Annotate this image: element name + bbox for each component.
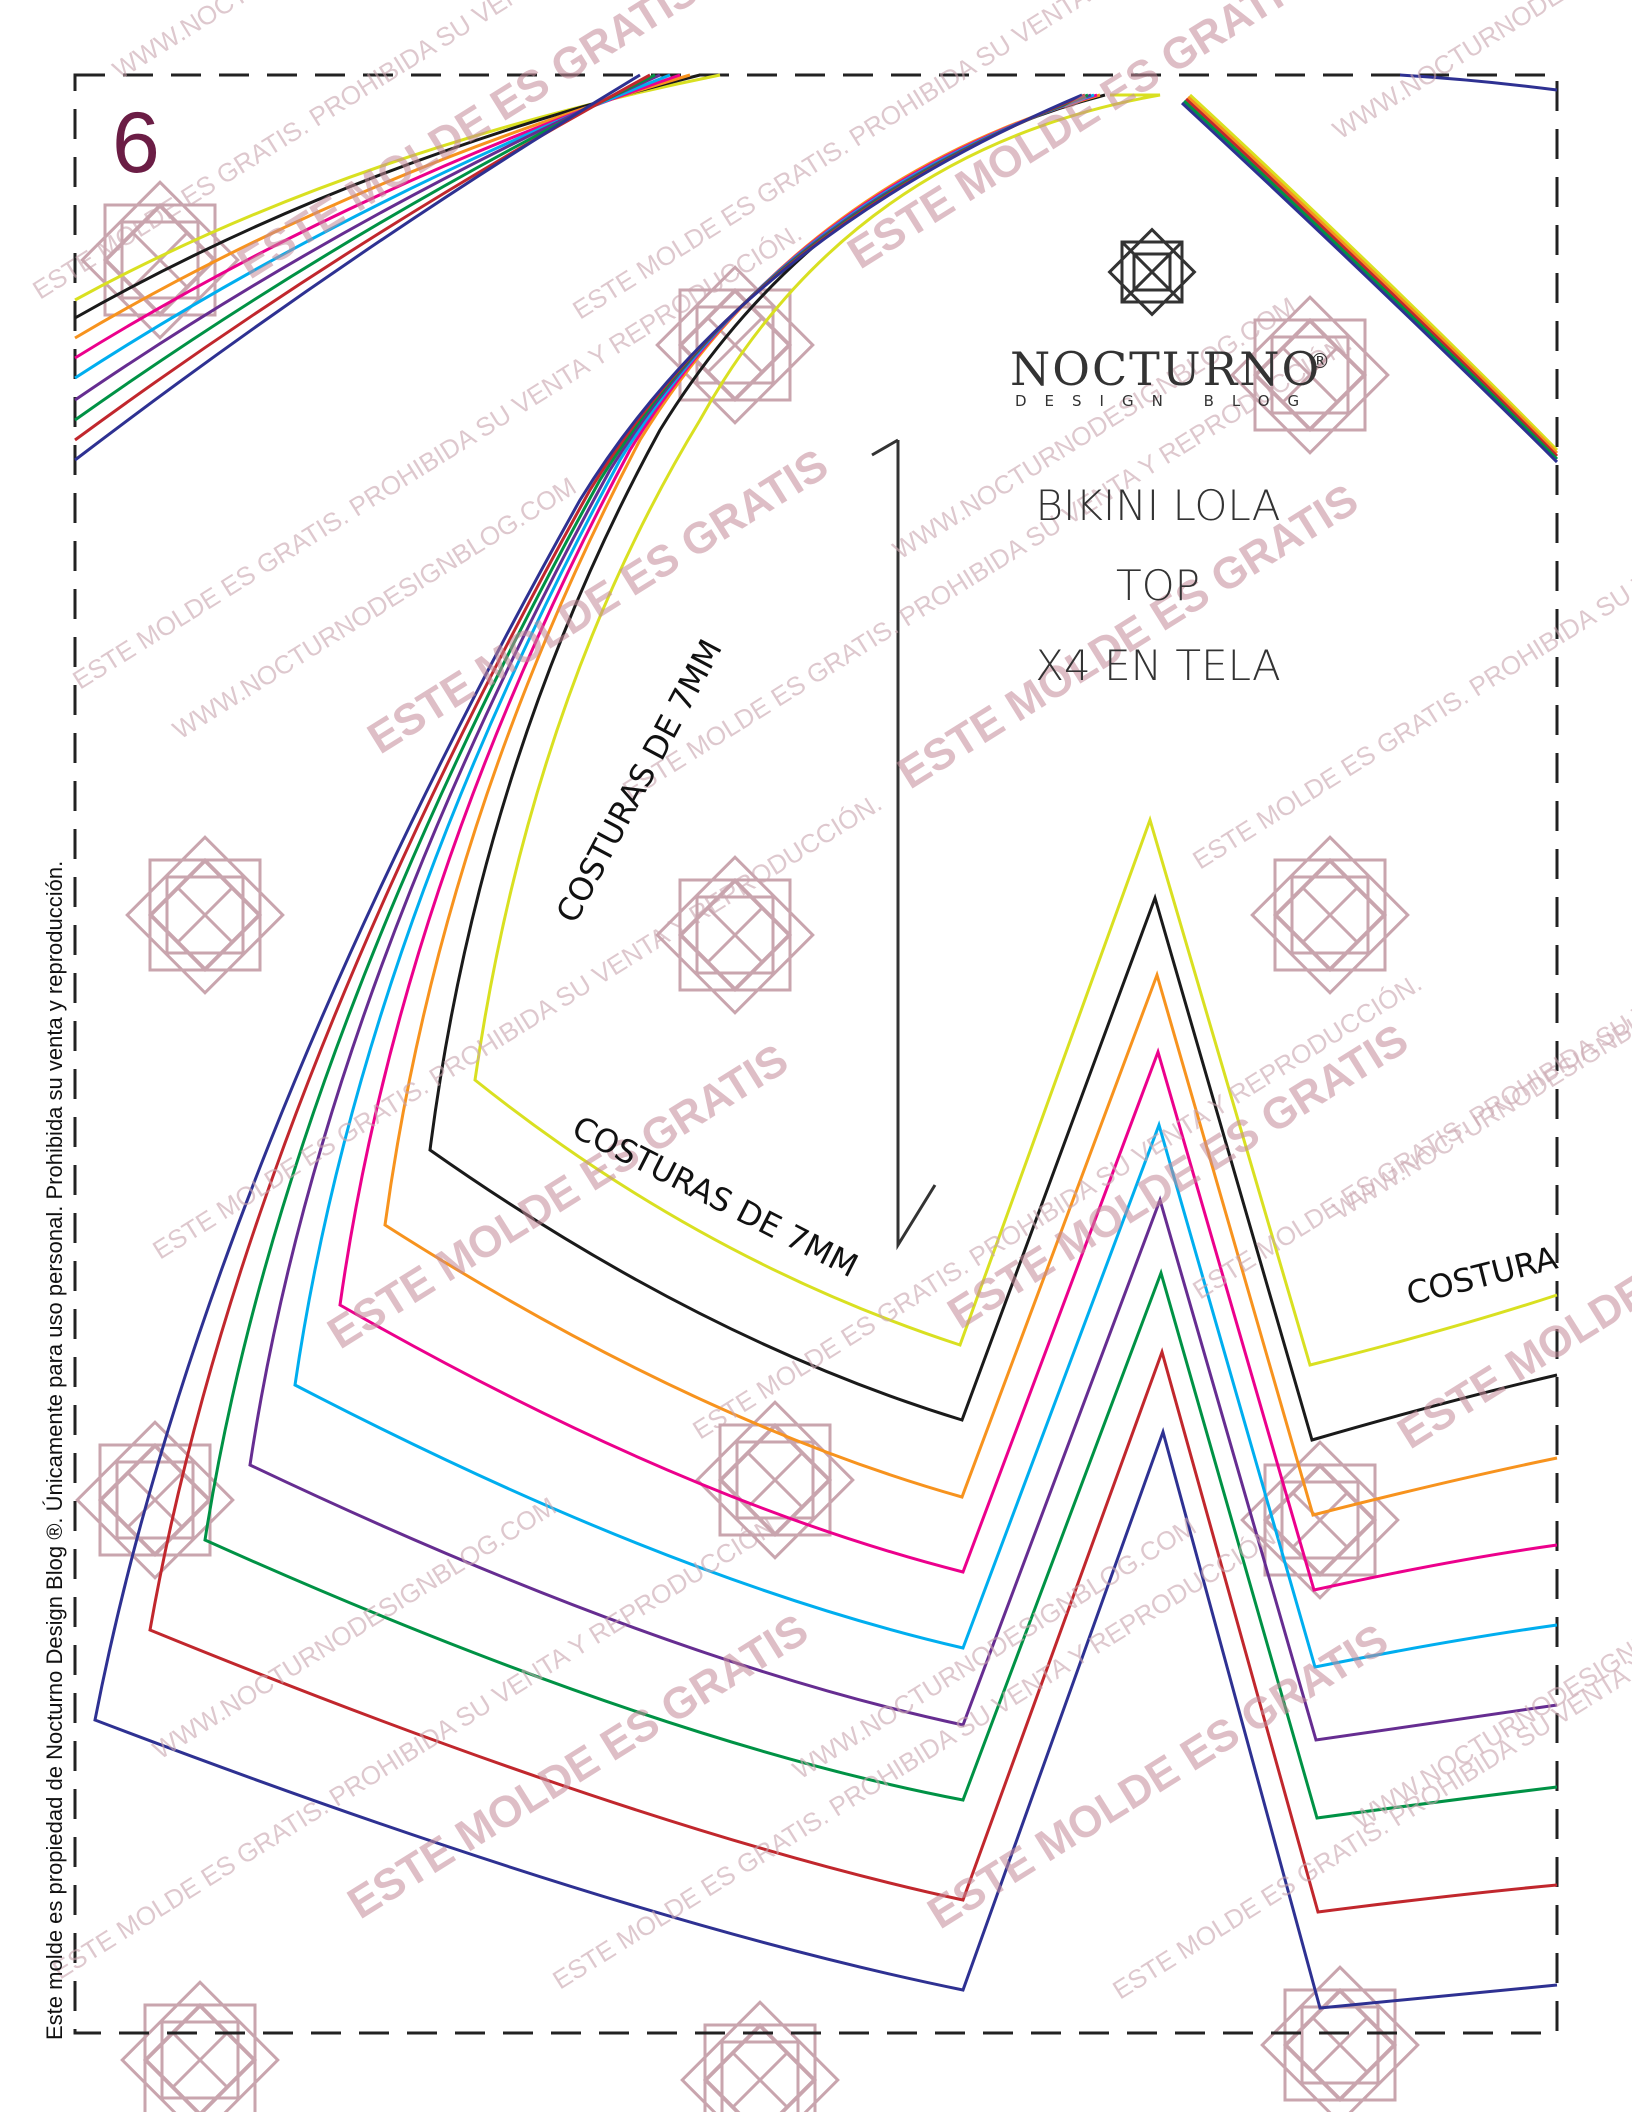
svg-text:ESTE MOLDE ES GRATIS: ESTE MOLDE ES GRATIS [839,0,1316,278]
pattern-cut-instruction: X4 EN TELA [1035,641,1280,690]
brand-name: NOCTURNO [1010,342,1321,396]
pattern-size-lines [93,93,1558,2010]
cut-border [73,73,1559,2035]
side-notice: Este molde es propiedad de Nocturno Desi… [42,861,67,2040]
svg-text:WWW.NOCTURNODESIGNBLOG.COM: WWW.NOCTURNODESIGNBLOG.COM [787,1511,1201,1785]
top-left-curves [74,73,721,462]
pattern-piece: TOP [1116,561,1200,610]
svg-text:ESTE MOLDE ES GRATIS. PROHIBID: ESTE MOLDE ES GRATIS. PROHIBIDA SU VENTA… [1187,397,1632,875]
svg-text:WWW.NOCTURNODESIGNBLOG.COM: WWW.NOCTURNODESIGNBLOG.COM [1327,0,1632,145]
brand-registered: ® [1310,349,1330,373]
svg-text:ESTE MOLDE ES GRATIS: ESTE MOLDE ES GRATIS [229,0,706,288]
brand-tagline: DESIGN BLOG [1015,392,1317,410]
svg-text:ESTE MOLDE ES GRATIS: ESTE MOLDE ES GRATIS [939,1015,1416,1339]
logo-emblem-icon [1107,227,1197,317]
pattern-name: BIKINI LOLA [1035,481,1280,530]
nocturno-logo: NOCTURNO ® DESIGN BLOG [1010,227,1330,410]
svg-text:ESTE MOLDE ES GRATIS. PROHIBID: ESTE MOLDE ES GRATIS. PROHIBIDA SU VENTA… [67,217,807,695]
page-number: 6 [112,95,160,191]
top-right-curves [1180,73,1559,464]
pattern-title-block: BIKINI LOLA TOP X4 EN TELA [1035,481,1280,690]
grainline-arrow [871,438,937,1251]
seam-label-2: COSTURAS DE 7MM [566,1108,864,1285]
